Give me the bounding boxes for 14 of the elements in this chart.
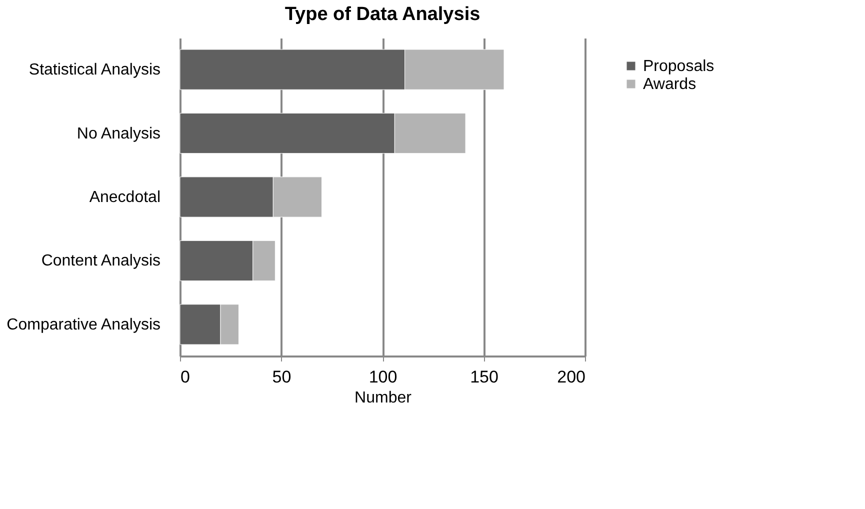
y-tick-label: Comparative Analysis	[6, 316, 160, 334]
x-tick-label: 150	[470, 368, 498, 386]
chart-title: Type of Data Analysis	[284, 4, 480, 25]
legend-label: Proposals	[643, 58, 714, 75]
legend-label: Awards	[643, 76, 696, 93]
y-tick-label: Anecdotal	[89, 189, 160, 206]
y-tick-label: Content Analysis	[41, 252, 160, 270]
x-axis-title: Number	[354, 390, 412, 406]
x-tick-label: 50	[272, 368, 292, 386]
x-tick-label: 0	[180, 368, 190, 386]
y-tick-label: Statistical Analysis	[28, 62, 160, 79]
y-tick-label: No Analysis	[76, 125, 160, 142]
x-tick-label: 100	[368, 368, 398, 386]
x-tick-label: 200	[557, 368, 586, 386]
